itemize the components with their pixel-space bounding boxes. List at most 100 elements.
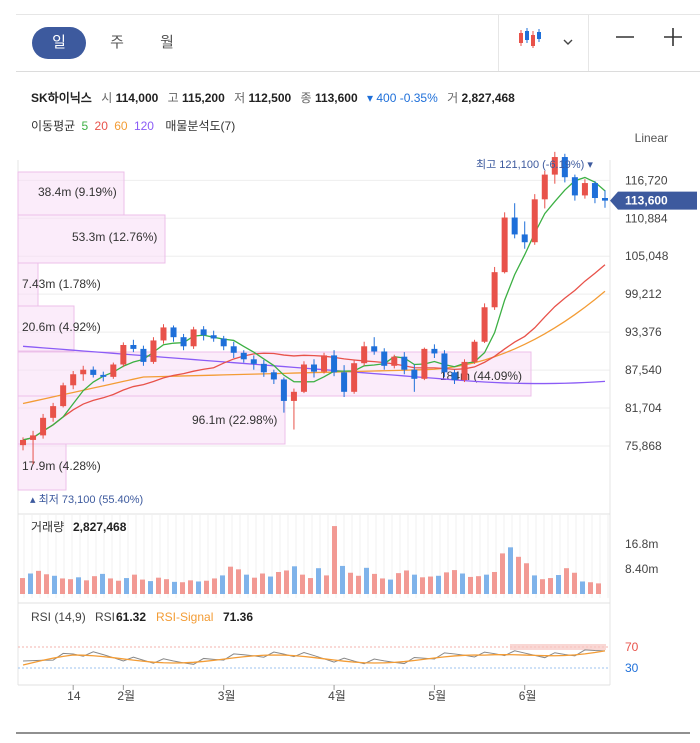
candle-body (351, 363, 358, 392)
open-label: 시 (101, 91, 113, 105)
candle-body (481, 307, 488, 342)
tab-week[interactable]: 주 (110, 34, 124, 51)
volume-bar (340, 565, 345, 594)
volume-bar (324, 575, 329, 594)
volume-bar (532, 575, 537, 594)
volume-bar (492, 571, 497, 594)
volume-value: 2,827,468 (73, 520, 127, 534)
volume-bar (596, 583, 601, 594)
candle-body (401, 356, 408, 370)
minus-icon[interactable] (612, 27, 638, 59)
volume-bar (388, 579, 393, 594)
volume-bar (188, 580, 193, 594)
volume-bar (356, 575, 361, 594)
volume-bar (460, 573, 465, 594)
volume-bar (468, 576, 473, 594)
candle-body (591, 183, 598, 199)
volume-bar (100, 573, 105, 594)
candle-body (70, 374, 77, 386)
candle-body (190, 329, 197, 347)
plus-icon[interactable] (660, 27, 686, 59)
min-price-label: ▴ 최저 73,100 (55.40%) (30, 493, 143, 506)
volume-bar (580, 581, 585, 594)
candle-body (170, 327, 177, 338)
candle-body (210, 335, 217, 339)
volume-bar (308, 578, 313, 594)
candle-body (321, 355, 328, 372)
volume-profile-label[interactable]: 매물분석도(7) (165, 119, 236, 133)
volume-bar (548, 578, 553, 594)
x-axis-label: 14 (67, 689, 81, 703)
price-tick-label: 93,376 (625, 325, 662, 339)
high-value: 115,200 (182, 91, 225, 105)
close-value: 113,600 (314, 91, 358, 105)
candle-body (280, 379, 287, 401)
chevron-down-icon[interactable] (556, 27, 580, 59)
volume-bar (244, 574, 249, 594)
candle-body (110, 364, 117, 377)
candle-body (90, 369, 97, 375)
volume-bar (44, 574, 49, 594)
volume-bar (228, 566, 233, 594)
candle-body (461, 361, 468, 381)
volume-profile-label: 53.3m (12.76%) (72, 230, 157, 244)
volume-bar (260, 573, 265, 594)
volume-bar (372, 573, 377, 594)
candle-body (601, 198, 608, 201)
rsi-signal-line (22, 650, 606, 666)
candle-body (341, 372, 348, 392)
volume-bar (220, 575, 225, 594)
x-axis-label: 2월 (117, 689, 135, 703)
max-price-label: 최고 121,100 (-6.19%) ▾ (476, 158, 593, 171)
volume-bar (164, 579, 169, 594)
candle-body (381, 351, 388, 366)
volume-bar (52, 575, 57, 594)
price-tick-label: 110,884 (625, 211, 668, 225)
volume-bar (332, 526, 337, 594)
high-label: 고 (167, 91, 179, 105)
volume-bar (348, 572, 353, 594)
candle-body (561, 157, 568, 178)
change-value: ▾ 400 -0.35% (367, 91, 438, 105)
volume-profile-bar (17, 443, 67, 491)
volume-profile-label: 20.6m (4.92%) (22, 320, 101, 334)
volume-title: 거래량 (31, 520, 64, 534)
ma-label[interactable]: 이동평균 (31, 119, 76, 133)
volume-bar (524, 563, 529, 594)
ma20-line (22, 264, 606, 441)
candle-body (270, 372, 277, 380)
volume-bar (420, 577, 425, 594)
volume-bar (404, 570, 409, 594)
scale-selector[interactable]: Linear (634, 131, 668, 145)
ma-20: 20 (94, 119, 108, 133)
volume-bar (140, 579, 145, 594)
ma5-line (22, 176, 606, 441)
volume-bar (284, 570, 289, 594)
volume-bar (148, 581, 153, 594)
volume-bar (428, 576, 433, 594)
volume-bar (276, 571, 281, 594)
volume-bar (124, 578, 129, 594)
volume-bar (204, 580, 209, 594)
candle-body (230, 346, 237, 353)
candle-body (361, 346, 368, 364)
volume-bar (172, 581, 177, 594)
volume-bar (76, 577, 81, 594)
x-axis-label: 5월 (428, 689, 446, 703)
volume-bar (156, 577, 161, 594)
candle-body (260, 363, 267, 373)
rsi-label: RSI (95, 610, 115, 624)
candle-body (501, 217, 508, 273)
candle-body (290, 391, 297, 401)
candle-body (331, 355, 338, 373)
volume-bar (380, 578, 385, 594)
tab-month[interactable]: 월 (160, 34, 174, 51)
candlestick-icon[interactable] (514, 27, 548, 59)
price-tick-label: 116,720 (625, 173, 668, 187)
candle-body (421, 348, 428, 379)
volume-profile-label: 96.1m (22.98%) (192, 413, 277, 427)
tab-day[interactable]: 일 (32, 27, 86, 59)
candle-body (250, 359, 257, 364)
candle-body (371, 346, 378, 352)
